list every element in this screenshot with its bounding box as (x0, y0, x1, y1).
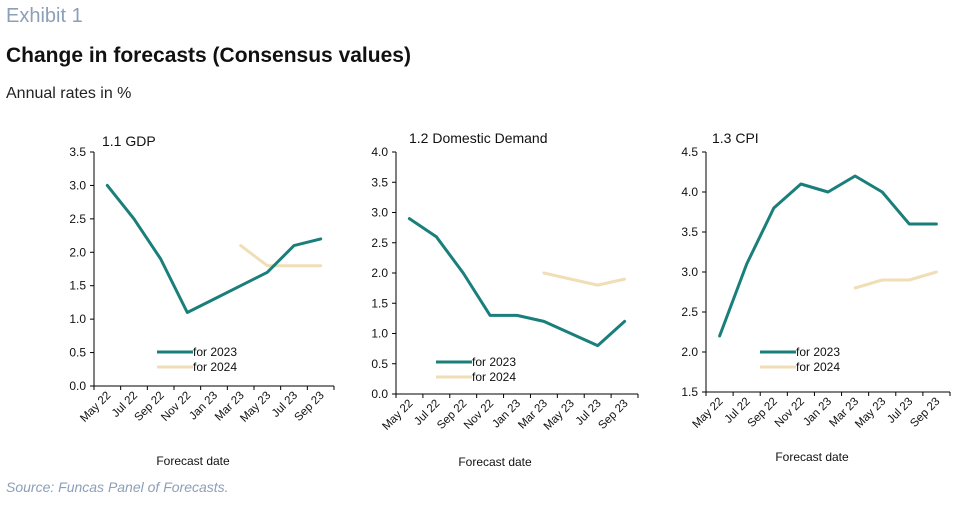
legend-label: for 2024 (472, 370, 516, 384)
y-tick-label: 3.5 (69, 145, 86, 159)
y-tick-label: 2.0 (69, 245, 86, 259)
y-tick-label: 3.0 (681, 265, 698, 279)
legend-label: for 2024 (193, 360, 237, 374)
y-tick-label: 1.0 (371, 327, 388, 341)
x-axis-label: Forecast date (775, 450, 849, 464)
x-axis-label: Forecast date (156, 454, 230, 468)
y-tick-label: 4.5 (681, 145, 698, 159)
y-tick-label: 4.0 (681, 185, 698, 199)
y-tick-label: 4.0 (371, 145, 388, 159)
chart-title: 1.3 CPI (712, 130, 759, 146)
source-note: Source: Funcas Panel of Forecasts. (6, 479, 229, 495)
y-tick-label: 3.5 (681, 225, 698, 239)
series-line-for-2024 (853, 270, 938, 290)
y-tick-label: 0.0 (371, 387, 388, 401)
y-tick-label: 1.5 (69, 279, 86, 293)
y-tick-label: 0.5 (69, 346, 86, 360)
series-line-for-2024 (239, 244, 323, 268)
y-tick-label: 3.0 (69, 178, 86, 192)
x-axis-label: Forecast date (458, 455, 532, 469)
y-tick-label: 2.0 (371, 266, 388, 280)
page-subtitle: Annual rates in % (6, 85, 132, 102)
legend-label: for 2023 (796, 345, 840, 359)
page-title: Change in forecasts (Consensus values) (6, 44, 411, 67)
y-tick-label: 2.0 (681, 345, 698, 359)
y-tick-label: 1.5 (371, 296, 388, 310)
exhibit-label: Exhibit 1 (6, 5, 83, 27)
series-line-for-2023 (105, 183, 323, 314)
x-tick-label: May 22 (691, 396, 726, 431)
legend-label: for 2024 (796, 360, 840, 374)
y-tick-label: 1.0 (69, 312, 86, 326)
series-line-for-2023 (407, 217, 627, 348)
x-tick-label: Sep 23 (908, 396, 942, 430)
legend-label: for 2023 (472, 355, 516, 369)
y-tick-label: 2.5 (69, 212, 86, 226)
series-line-for-2023 (718, 174, 938, 338)
chart-title: 1.2 Domestic Demand (409, 130, 548, 146)
y-tick-label: 1.5 (681, 385, 698, 399)
chart-title: 1.1 GDP (102, 133, 156, 149)
legend-label: for 2023 (193, 345, 237, 359)
y-tick-label: 3.0 (371, 206, 388, 220)
series-line-for-2024 (542, 271, 627, 287)
y-tick-label: 3.5 (371, 175, 388, 189)
x-tick-label: May 23 (853, 396, 888, 431)
y-tick-label: 2.5 (681, 305, 698, 319)
y-tick-label: 0.5 (371, 357, 388, 371)
x-tick-label: Nov 22 (773, 396, 807, 430)
y-tick-label: 2.5 (371, 236, 388, 250)
y-tick-label: 0.0 (69, 379, 86, 393)
